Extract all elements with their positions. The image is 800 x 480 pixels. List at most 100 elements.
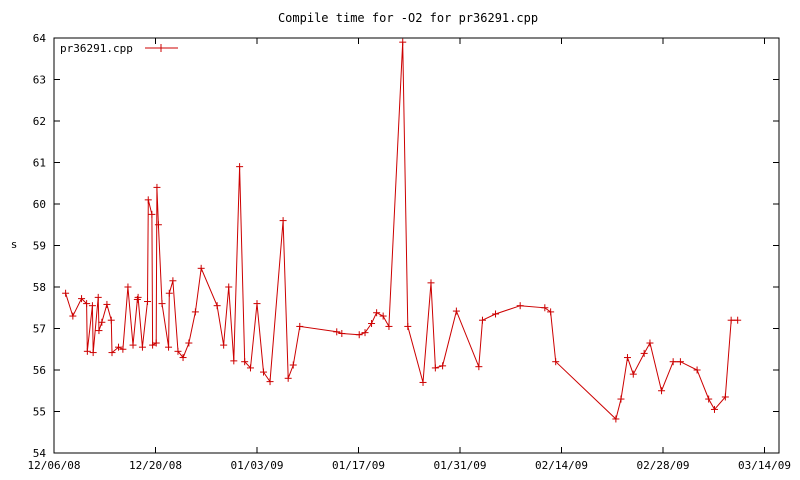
data-point xyxy=(478,316,486,324)
data-point xyxy=(103,300,111,308)
data-point xyxy=(623,354,631,362)
data-point xyxy=(95,327,103,335)
data-point xyxy=(83,300,91,308)
y-tick-label: 60 xyxy=(33,198,46,211)
x-axis-ticks: 12/06/08 12/20/08 01/03/09 01/17/09 01/31/09… xyxy=(28,38,791,472)
data-point xyxy=(115,343,123,351)
data-point xyxy=(355,331,363,339)
data-point xyxy=(516,302,524,310)
data-point xyxy=(658,387,666,395)
data-point xyxy=(236,163,244,171)
data-point xyxy=(705,395,713,403)
data-point xyxy=(452,307,460,315)
y-axis-label: s xyxy=(11,238,18,251)
data-point xyxy=(266,378,274,386)
data-point xyxy=(246,364,254,372)
data-point xyxy=(253,300,261,308)
data-point xyxy=(612,415,620,423)
y-tick-label: 62 xyxy=(33,115,46,128)
data-point xyxy=(220,341,228,349)
data-point xyxy=(165,289,173,297)
data-point xyxy=(721,393,729,401)
data-point xyxy=(289,361,297,369)
data-point xyxy=(646,339,654,347)
data-point xyxy=(241,358,249,366)
data-point xyxy=(213,302,221,310)
data-point xyxy=(89,349,97,357)
data-point xyxy=(185,339,193,347)
data-point xyxy=(98,318,106,326)
data-point xyxy=(153,183,161,191)
data-point xyxy=(404,322,412,330)
data-point xyxy=(149,341,157,349)
data-point xyxy=(108,349,116,357)
data-point xyxy=(197,264,205,272)
data-point xyxy=(174,347,182,355)
y-tick-label: 56 xyxy=(33,364,46,377)
data-point xyxy=(124,283,132,291)
data-point xyxy=(368,320,376,328)
series-line xyxy=(65,42,738,420)
data-point xyxy=(152,339,160,347)
legend: pr36291.cpp xyxy=(60,42,178,55)
data-point xyxy=(83,347,91,355)
data-point xyxy=(373,309,381,317)
data-point xyxy=(676,358,684,366)
x-tick-label: 01/03/09 xyxy=(231,459,284,472)
x-tick-label: 01/17/09 xyxy=(332,459,385,472)
data-point xyxy=(693,366,701,374)
data-point xyxy=(419,378,427,386)
data-point xyxy=(552,358,560,366)
plot-area xyxy=(62,38,742,423)
data-point xyxy=(284,374,292,382)
data-point xyxy=(379,312,387,320)
data-point xyxy=(119,345,127,353)
data-point xyxy=(129,341,137,349)
data-point xyxy=(427,279,435,287)
data-point xyxy=(260,368,268,376)
data-point xyxy=(191,308,199,316)
data-point xyxy=(62,289,70,297)
data-point xyxy=(361,329,369,337)
data-point xyxy=(148,210,156,218)
data-point xyxy=(734,316,742,324)
legend-label: pr36291.cpp xyxy=(60,42,133,55)
x-tick-label: 02/14/09 xyxy=(535,459,588,472)
data-point xyxy=(88,302,96,310)
y-axis-ticks: 54 55 56 57 58 59 60 61 62 63 64 xyxy=(33,32,779,460)
x-tick-label: 01/31/09 xyxy=(434,459,487,472)
data-point xyxy=(279,217,287,225)
data-point xyxy=(107,316,115,324)
y-tick-label: 61 xyxy=(33,157,46,170)
data-point xyxy=(230,357,238,365)
data-point xyxy=(727,316,735,324)
data-point xyxy=(78,295,86,303)
data-point xyxy=(439,362,447,370)
data-point xyxy=(179,354,187,362)
data-point xyxy=(165,343,173,351)
y-tick-label: 59 xyxy=(33,240,46,253)
y-tick-label: 57 xyxy=(33,323,46,336)
plot-frame xyxy=(53,37,780,454)
y-tick-label: 63 xyxy=(33,74,46,87)
data-point xyxy=(475,363,483,371)
data-point xyxy=(169,277,177,285)
y-tick-label: 64 xyxy=(33,32,47,45)
data-point xyxy=(225,283,233,291)
x-tick-label: 03/14/09 xyxy=(738,459,791,472)
y-tick-label: 55 xyxy=(33,406,46,419)
data-point xyxy=(144,298,152,306)
x-tick-label: 12/06/08 xyxy=(28,459,81,472)
x-tick-label: 12/20/08 xyxy=(129,459,182,472)
data-point xyxy=(617,395,625,403)
data-point xyxy=(94,293,102,301)
data-point xyxy=(541,304,549,312)
y-tick-label: 58 xyxy=(33,281,46,294)
data-point xyxy=(138,343,146,351)
data-point xyxy=(399,38,407,46)
data-point xyxy=(385,322,393,330)
data-point xyxy=(69,312,77,320)
data-point xyxy=(669,358,677,366)
y-tick-label: 54 xyxy=(33,447,47,460)
data-point xyxy=(710,405,718,413)
